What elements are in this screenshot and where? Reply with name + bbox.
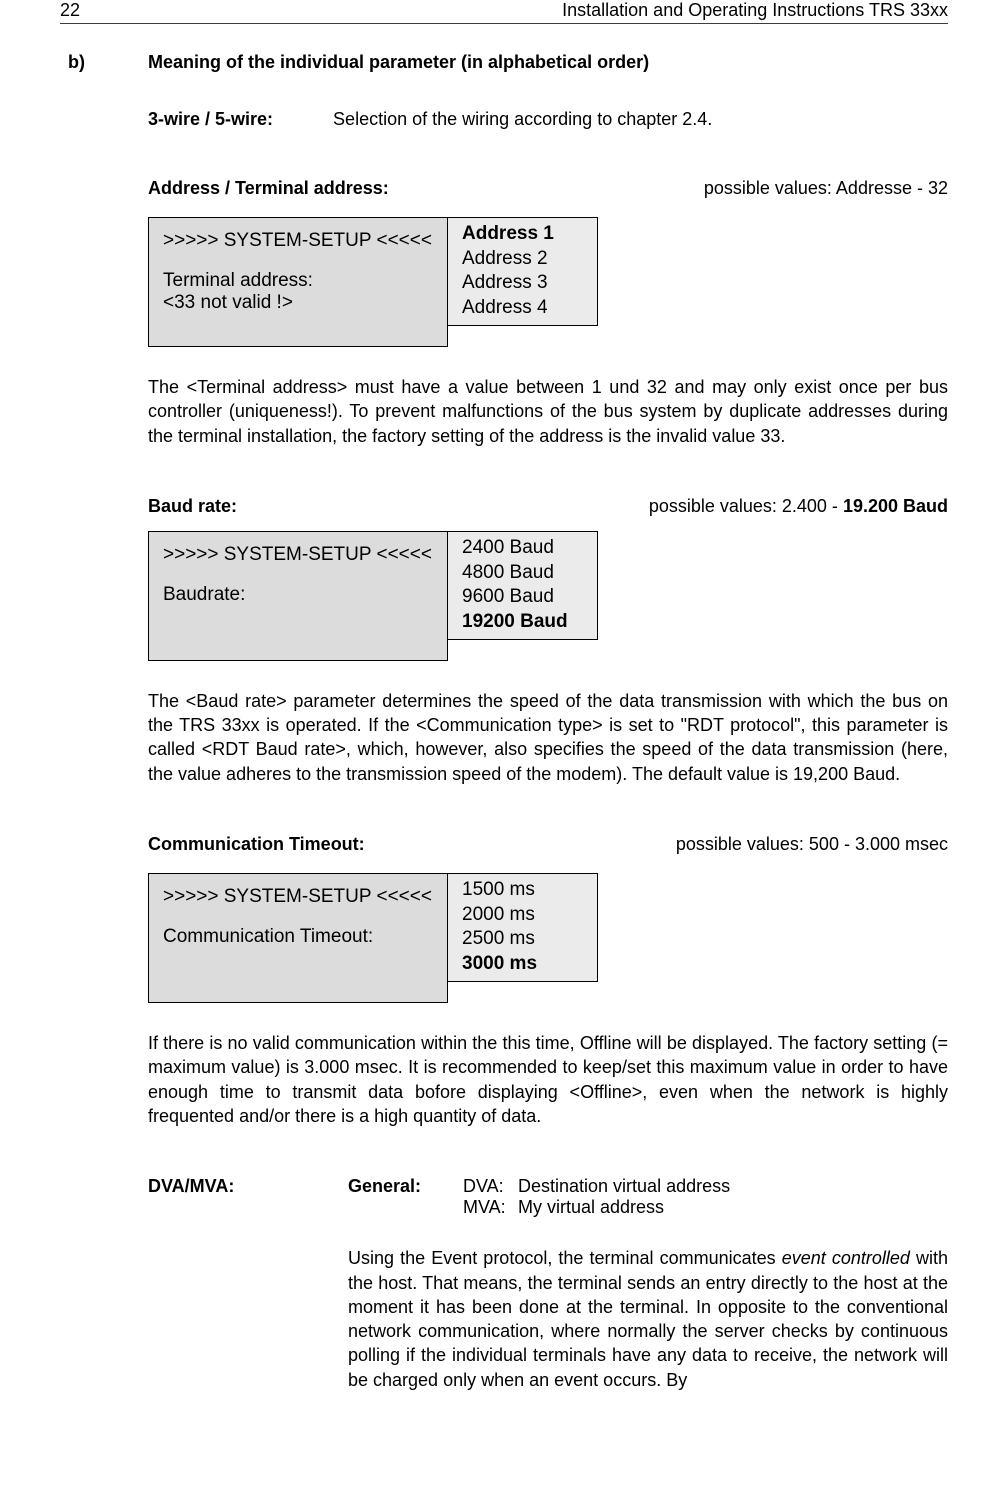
dva-body-row: Using the Event protocol, the terminal c… xyxy=(148,1246,948,1392)
param-timeout-header: Communication Timeout: possible values: … xyxy=(148,834,948,855)
param-wire-label: 3-wire / 5-wire: xyxy=(148,109,273,130)
timeout-option: 3000 ms xyxy=(462,952,587,977)
param-wire-desc: Selection of the wiring according to cha… xyxy=(333,109,712,130)
timeout-display-title: >>>>> SYSTEM-SETUP <<<<< xyxy=(163,886,433,908)
param-address-possible: possible values: Addresse - 32 xyxy=(704,178,948,199)
param-wire: 3-wire / 5-wire: Selection of the wiring… xyxy=(148,109,948,130)
timeout-body-text: If there is no valid communication withi… xyxy=(148,1031,948,1128)
baud-display-screen: >>>>> SYSTEM-SETUP <<<<< Baudrate: xyxy=(148,531,448,661)
address-display-screen: >>>>> SYSTEM-SETUP <<<<< Terminal addres… xyxy=(148,217,448,347)
doc-title: Installation and Operating Instructions … xyxy=(562,0,948,21)
baud-display-line1: Baudrate: xyxy=(163,584,433,606)
address-display-title: >>>>> SYSTEM-SETUP <<<<< xyxy=(163,230,433,252)
dva-def-dva: Destination virtual address xyxy=(518,1176,730,1197)
timeout-display-screen: >>>>> SYSTEM-SETUP <<<<< Communication T… xyxy=(148,873,448,1003)
section-label: b) xyxy=(68,52,148,73)
dva-def-mva: My virtual address xyxy=(518,1197,730,1218)
address-option: Address 2 xyxy=(462,247,587,272)
param-dva-label: DVA/MVA: xyxy=(148,1176,348,1218)
timeout-display-line1: Communication Timeout: xyxy=(163,926,433,948)
address-option: Address 1 xyxy=(462,222,587,247)
section-heading: b) Meaning of the individual parameter (… xyxy=(60,52,948,73)
param-timeout-label: Communication Timeout: xyxy=(148,834,365,855)
baud-option: 9600 Baud xyxy=(462,585,587,610)
baud-option: 4800 Baud xyxy=(462,561,587,586)
dva-body-italic: event controlled xyxy=(782,1248,910,1268)
address-body-text: The <Terminal address> must have a value… xyxy=(148,375,948,448)
section-title: Meaning of the individual parameter (in … xyxy=(148,52,649,73)
timeout-display: >>>>> SYSTEM-SETUP <<<<< Communication T… xyxy=(148,873,948,1003)
dva-abbr-dva: DVA: xyxy=(463,1176,518,1197)
baud-display: >>>>> SYSTEM-SETUP <<<<< Baudrate: 2400 … xyxy=(148,531,948,661)
page-number: 22 xyxy=(60,0,80,21)
address-options-list: Address 1 Address 2 Address 3 Address 4 xyxy=(448,217,598,326)
param-dva-header: DVA/MVA: General: DVA: MVA: Destination … xyxy=(148,1176,948,1218)
dva-abbr-col: DVA: MVA: xyxy=(463,1176,518,1218)
param-baud-header: Baud rate: possible values: 2.400 - 19.2… xyxy=(148,496,948,517)
address-display: >>>>> SYSTEM-SETUP <<<<< Terminal addres… xyxy=(148,217,948,347)
param-address-header: Address / Terminal address: possible val… xyxy=(148,178,948,199)
address-display-line1: Terminal address: xyxy=(163,270,433,292)
param-baud-label: Baud rate: xyxy=(148,496,237,517)
param-address-label: Address / Terminal address: xyxy=(148,178,389,199)
dva-defs-col: Destination virtual address My virtual a… xyxy=(518,1176,730,1218)
baud-options-list: 2400 Baud 4800 Baud 9600 Baud 19200 Baud xyxy=(448,531,598,640)
dva-body-pre: Using the Event protocol, the terminal c… xyxy=(348,1248,782,1268)
baud-possible-bold: 19.200 Baud xyxy=(843,496,948,516)
timeout-options-list: 1500 ms 2000 ms 2500 ms 3000 ms xyxy=(448,873,598,982)
timeout-option: 1500 ms xyxy=(462,878,587,903)
address-option: Address 3 xyxy=(462,271,587,296)
dva-abbr-mva: MVA: xyxy=(463,1197,518,1218)
page-header: 22 Installation and Operating Instructio… xyxy=(60,0,948,24)
dva-general-label: General: xyxy=(348,1176,463,1218)
baud-body-text: The <Baud rate> parameter determines the… xyxy=(148,689,948,786)
timeout-option: 2000 ms xyxy=(462,903,587,928)
address-option: Address 4 xyxy=(462,296,587,321)
dva-body-post: with the host. That means, the terminal … xyxy=(348,1248,948,1389)
baud-display-title: >>>>> SYSTEM-SETUP <<<<< xyxy=(163,544,433,566)
baud-option: 2400 Baud xyxy=(462,536,587,561)
dva-body-text: Using the Event protocol, the terminal c… xyxy=(348,1246,948,1392)
timeout-option: 2500 ms xyxy=(462,927,587,952)
param-baud-possible: possible values: 2.400 - 19.200 Baud xyxy=(649,496,948,517)
address-display-line2: <33 not valid !> xyxy=(163,292,433,314)
param-timeout-possible: possible values: 500 - 3.000 msec xyxy=(676,834,948,855)
baud-possible-prefix: possible values: 2.400 - xyxy=(649,496,843,516)
baud-option: 19200 Baud xyxy=(462,610,587,635)
